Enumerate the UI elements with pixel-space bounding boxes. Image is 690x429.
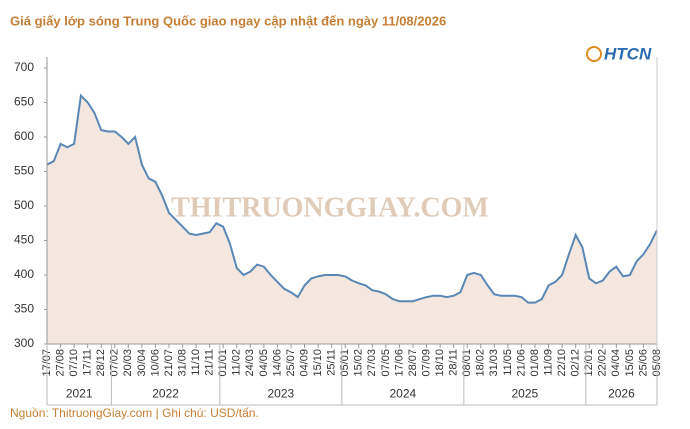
y-tick-label: 350	[14, 302, 34, 316]
x-tick-label: 08/01	[461, 349, 473, 377]
x-tick-label: 11/05	[502, 349, 514, 376]
x-tick-label: 21/06	[515, 349, 527, 377]
x-tick-label: 11/09	[542, 349, 554, 376]
x-tick-label: 30/04	[136, 349, 148, 377]
chart-title: Giá giấy lớp sóng Trung Quốc giao ngay c…	[10, 13, 446, 28]
x-tick-label: 22/10	[556, 349, 568, 377]
price-line	[46, 93, 658, 304]
watermark: THITRUONGGIAY.COM	[171, 192, 489, 223]
x-tick-label: 15/10	[312, 349, 324, 377]
year-label: 2021	[66, 387, 93, 401]
year-label: 2025	[511, 387, 538, 401]
x-tick-label: 01/01	[217, 349, 229, 377]
year-label: 2022	[152, 387, 179, 401]
x-tick-label: 28/11	[448, 349, 460, 376]
x-tick-label: 22/02	[597, 349, 609, 377]
x-tick-label: 04/09	[298, 349, 310, 377]
x-tick-label: 27/08	[54, 349, 66, 377]
x-tick-label: 11/10	[190, 349, 202, 376]
x-tick-label: 31/03	[488, 349, 500, 377]
y-tick-label: 700	[14, 60, 34, 74]
logo-icon	[586, 46, 602, 62]
x-tick-label: 01/08	[529, 349, 541, 377]
y-tick-label: 450	[14, 233, 34, 247]
x-tick-label: 15/05	[624, 349, 636, 377]
year-label: 2024	[389, 387, 416, 401]
logo: HTCN	[604, 44, 652, 63]
x-tick-label: 07/02	[109, 349, 121, 377]
y-tick-label: 400	[14, 267, 34, 281]
x-tick-label: 18/10	[434, 349, 446, 377]
x-tick-label: 28/12	[95, 349, 107, 377]
x-tick-label: 04/04	[610, 349, 622, 377]
x-tick-label: 17/06	[393, 349, 405, 377]
source-note: Nguồn: ThitruongGiay.com | Ghi chú: USD/…	[10, 406, 259, 420]
x-tick-label: 10/06	[149, 349, 161, 377]
x-tick-label: 07/09	[420, 349, 432, 377]
x-tick-label: 05/01	[339, 349, 351, 377]
x-tick-label: 17/11	[82, 349, 94, 376]
x-tick-label: 24/03	[244, 349, 256, 377]
x-tick-label: 11/02	[231, 349, 243, 376]
x-tick-label: 25/11	[326, 349, 338, 376]
y-tick-label: 300	[14, 336, 34, 350]
x-tick-label: 21/07	[163, 349, 175, 377]
year-label: 2023	[267, 387, 294, 401]
x-tick-label: 12/01	[583, 349, 595, 377]
x-tick-label: 18/02	[475, 349, 487, 377]
x-tick-label: 15/02	[353, 349, 365, 377]
x-tick-label: 07/05	[380, 349, 392, 377]
y-tick-label: 600	[14, 129, 34, 143]
x-tick-label: 27/03	[366, 349, 378, 377]
y-tick-label: 500	[14, 198, 34, 212]
year-label: 2026	[608, 387, 635, 401]
y-tick-label: 650	[14, 95, 34, 109]
y-tick-label: 550	[14, 164, 34, 178]
x-tick-label: 14/06	[271, 349, 283, 377]
x-tick-label: 04/05	[258, 349, 270, 377]
x-tick-label: 28/07	[407, 349, 419, 377]
x-tick-label: 25/07	[285, 349, 297, 377]
x-tick-label: 02/12	[570, 349, 582, 377]
x-tick-label: 07/10	[68, 349, 80, 377]
x-tick-label: 20/03	[122, 349, 134, 377]
x-tick-label: 25/06	[637, 349, 649, 377]
x-tick-label: 31/08	[176, 349, 188, 377]
area-fill	[47, 95, 657, 344]
x-tick-label: 21/11	[204, 349, 216, 376]
